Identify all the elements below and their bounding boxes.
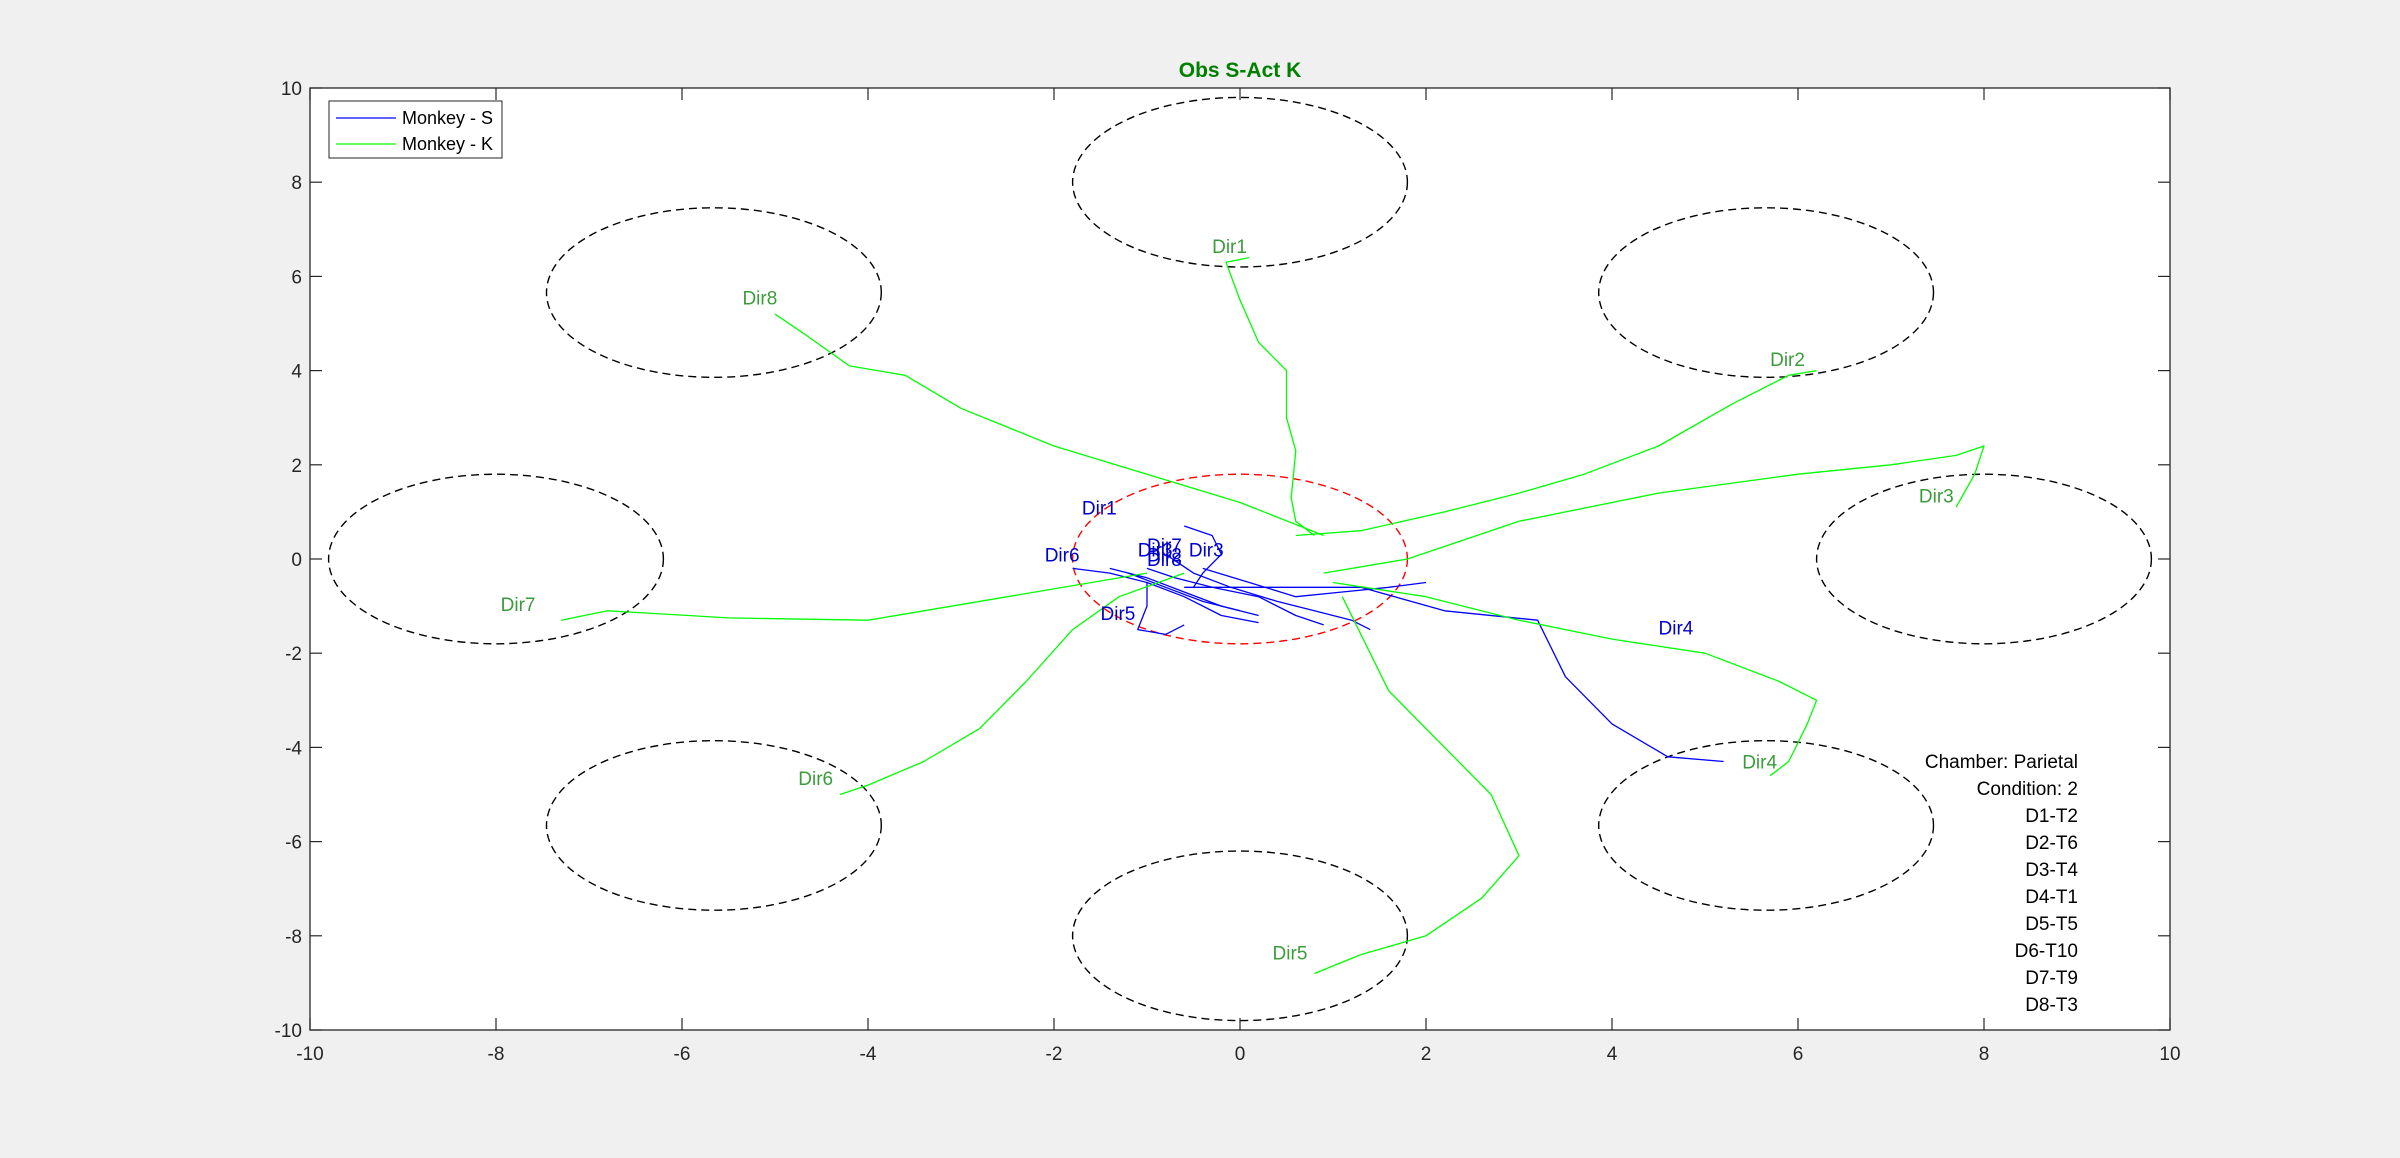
annotation-line: Condition: 2 [1977,779,2078,800]
direction-label: Dir6 [798,769,833,790]
x-tick-label: -8 [488,1044,505,1065]
annotation-line: D8-T3 [2025,995,2078,1016]
trajectory-line [1295,369,1817,537]
legend: Monkey - S Monkey - K [328,100,503,159]
annotation-line: D6-T10 [2015,941,2078,962]
target-circle [327,473,665,645]
direction-label: Dir3 [1919,486,1954,507]
y-tick-label: -8 [285,927,302,948]
trajectory-line [1314,596,1520,975]
y-tick-label: 0 [291,550,302,571]
y-tick-label: 2 [291,456,302,477]
legend-label-monkey-s: Monkey - S [402,108,493,128]
x-tick-label: 0 [1235,1044,1246,1065]
x-tick-label: -2 [1046,1044,1063,1065]
target-circle [1598,207,1935,379]
target-circle [1071,96,1409,268]
target-circle [1815,473,2153,645]
trajectory-line [839,572,1185,796]
direction-label: Dir5 [1273,943,1308,964]
annotation-line: Chamber: Parietal [1925,752,2078,773]
annotation-line: D5-T5 [2025,914,2078,935]
x-tick-label: -6 [674,1044,691,1065]
y-tick-label: 10 [281,79,302,100]
trajectory-line [1072,567,1259,624]
trajectory-line [560,572,1148,621]
direction-label: Dir4 [1659,618,1694,639]
annotation-line: D7-T9 [2025,968,2078,989]
x-tick-label: 4 [1607,1044,1618,1065]
direction-label: Dir7 [1147,536,1182,557]
direction-label: Dir3 [1189,541,1224,562]
direction-label: Dir2 [1770,350,1805,371]
y-tick-label: 4 [291,362,302,383]
direction-label: Dir1 [1212,237,1247,258]
condition-annotation: Chamber: Parietal Condition: 2 D1-T2 D2-… [1925,752,2079,1016]
x-tick-label: -10 [296,1044,323,1065]
trajectory-line [1332,581,1818,777]
y-tick-label: -6 [285,833,302,854]
direction-label: Dir2 [1147,545,1182,566]
direction-label: Dir5 [1101,604,1136,625]
target-circle [545,739,882,911]
trajectory-line [774,313,1324,537]
annotation-line: D1-T2 [2025,806,2078,827]
annotation-line: D2-T6 [2025,833,2078,854]
target-circle [1598,739,1935,911]
y-tick-label: 8 [291,173,302,194]
chart-title: Obs S-Act K [1179,59,1302,82]
y-tick-label: 6 [291,267,302,288]
axis-ticks: -10 -8 -6 -4 -2 0 2 4 6 8 10 -10 -8 -6 -4 -2 0 2 4 6 8 10 [275,79,2181,1065]
x-tick-label: 8 [1979,1044,1990,1065]
annotation-line: D3-T4 [2025,860,2078,881]
legend-label-monkey-k: Monkey - K [402,134,493,154]
direction-label: Dir8 [742,289,777,310]
trajectory-line [1165,553,1371,631]
data-series [560,256,1985,975]
trajectory-line [1184,586,1724,763]
direction-label: Dir8 [1147,550,1182,571]
trajectory-line [1202,567,1427,598]
x-tick-label: 6 [1793,1044,1804,1065]
plot-area [310,88,2170,1030]
trajectory-line [1137,582,1185,636]
target-circle [1071,850,1409,1022]
trajectory-line [1225,256,1315,537]
direction-label: Dir3 [1138,541,1173,562]
trajectory-line [1146,567,1324,626]
direction-label: Dir1 [1082,498,1117,519]
target-circle [545,207,882,379]
y-tick-label: -4 [285,738,302,759]
direction-label: Dir7 [501,595,536,616]
trajectory-line [1323,445,1985,574]
legend-box [328,100,503,159]
trajectory-line [1128,572,1241,612]
direction-label: Dir6 [1045,545,1080,566]
annotation-line: D4-T1 [2025,887,2078,908]
x-tick-label: -4 [860,1044,877,1065]
y-tick-label: -2 [285,644,302,665]
x-tick-label: 2 [1421,1044,1432,1065]
trajectory-line [1183,525,1223,588]
y-tick-label: -10 [275,1021,302,1042]
direction-label: Dir4 [1742,753,1777,774]
x-tick-label: 10 [2159,1044,2180,1065]
